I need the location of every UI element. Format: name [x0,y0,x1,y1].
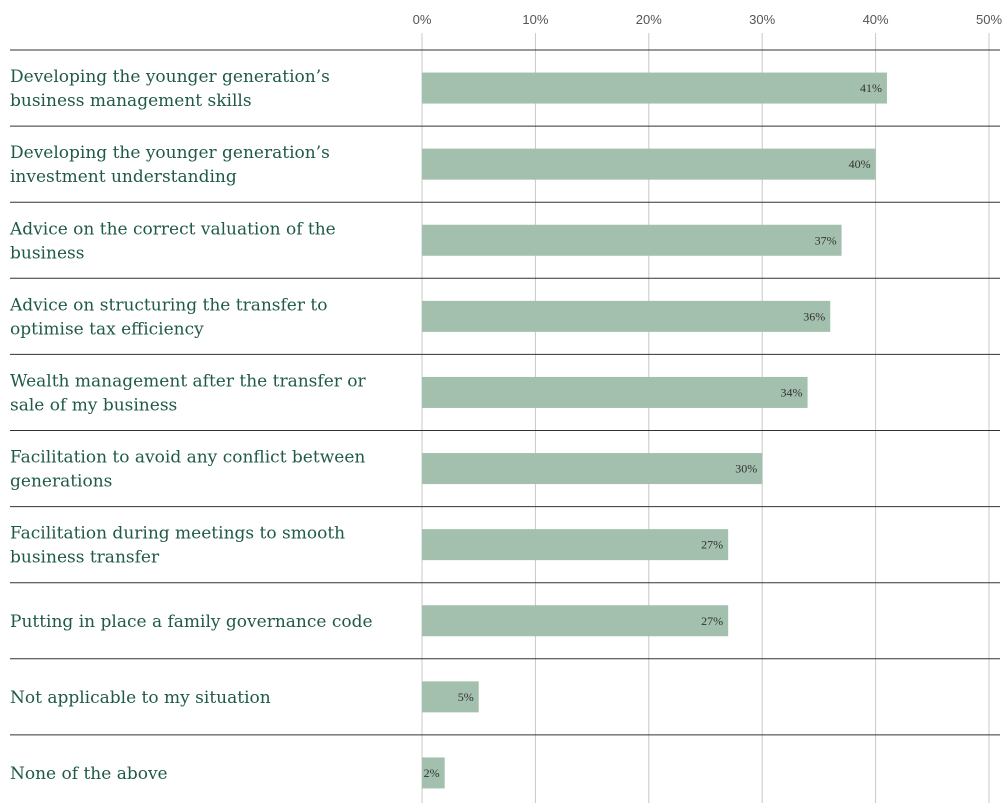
category-label: Developing the younger generation’s [10,143,330,163]
category-label: business transfer [10,548,160,568]
category-labels: Developing the younger generation’s busin… [9,67,373,784]
value-labels: 41% 40% 37% 36% 34% 30% 27% 27% 5% 2% [424,81,882,780]
bar [422,376,808,408]
category-label: Facilitation during meetings to smooth [10,524,345,544]
x-tick-label: 40% [863,12,889,27]
category-label: Developing the younger generation’s [10,67,330,87]
data-label: 37% [815,233,837,247]
bar [422,148,876,180]
gridlines [421,33,990,803]
bar [422,224,842,256]
data-label: 41% [860,81,882,95]
category-label: investment understanding [10,167,237,187]
bars [422,72,887,789]
category-label: Facilitation to avoid any conflict betwe… [10,448,365,468]
bar [422,453,763,485]
row-separators [10,49,1000,736]
category-label: None of the above [10,764,168,784]
data-label: 27% [701,538,723,552]
x-tick-label: 20% [636,12,662,27]
x-tick-label: 0% [413,12,432,27]
category-label: Wealth management after the transfer or [10,371,367,391]
category-label: Putting in place a family governance cod… [10,612,373,632]
bar [422,605,729,637]
data-label: 40% [849,157,871,171]
category-label: Advice on structuring the transfer to [9,295,327,315]
x-axis-tick-labels: 0% 10% 20% 30% 40% 50% [413,12,1003,27]
bar [422,681,479,713]
category-label: Advice on the correct valuation of the [9,219,336,239]
data-label: 30% [735,462,757,476]
category-label: generations [10,472,112,492]
category-label: business management skills [10,91,252,111]
category-label: optimise tax efficiency [10,319,204,339]
category-label: business [10,243,84,263]
data-label: 27% [701,614,723,628]
x-tick-label: 30% [749,12,775,27]
bar [422,72,887,104]
data-label: 34% [781,385,803,399]
data-label: 2% [424,766,440,780]
data-label: 36% [803,309,825,323]
data-label: 5% [458,690,474,704]
bar [422,529,729,561]
x-tick-label: 10% [522,12,548,27]
bar [422,300,831,332]
category-label: sale of my business [10,395,177,415]
category-label: Not applicable to my situation [10,688,271,708]
bar [422,757,445,789]
x-tick-label: 50% [976,12,1002,27]
